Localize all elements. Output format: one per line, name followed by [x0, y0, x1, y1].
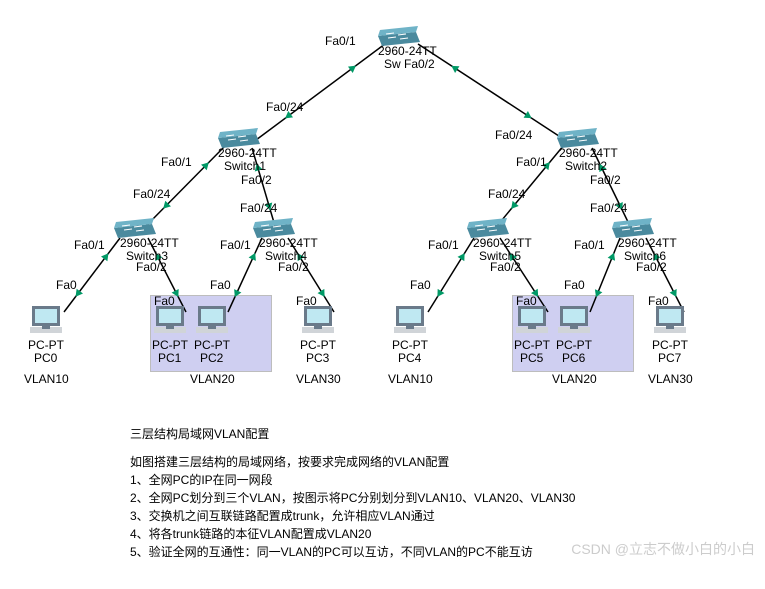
- diagram-canvas: 三层结构局域网VLAN配置 如图搭建三层结构的局域网络，按要求完成网络的VLAN…: [0, 0, 765, 589]
- vlan-label-pc6: VLAN20: [552, 372, 597, 386]
- switch-label-sw3-b: Switch3: [126, 249, 168, 263]
- desc-item-4: 4、将各trunk链路的本征VLAN配置成VLAN20: [130, 525, 575, 543]
- pc-type-pc7: PC-PT: [652, 338, 688, 352]
- watermark: CSDN @立志不做小白的小白: [571, 539, 755, 559]
- desc-intro: 如图搭建三层结构的局域网络，按要求完成网络的VLAN配置: [130, 453, 575, 471]
- vlan-label-pc2: VLAN20: [190, 372, 235, 386]
- pc-type-pc6: PC-PT: [556, 338, 592, 352]
- switch-label-sw6-a: 2960-24TT: [618, 236, 677, 250]
- port-label-5b: Fa0/24: [590, 201, 627, 215]
- switch-label-sw5-a: 2960-24TT: [473, 236, 532, 250]
- pc-type-pc5: PC-PT: [514, 338, 550, 352]
- switch-label-sw0-a: 2960-24TT: [378, 44, 437, 58]
- desc-item-2: 2、全网PC划分到三个VLAN，按图示将PC分别划分到VLAN10、VLAN20…: [130, 489, 575, 507]
- port-label-6a: Fa0/1: [74, 238, 105, 252]
- port-label-3a: Fa0/2: [241, 173, 272, 187]
- switch-label-sw5-b: Switch5: [479, 249, 521, 263]
- switch-label-sw1-b: Switch1: [224, 159, 266, 173]
- port-label-4a: Fa0/1: [516, 155, 547, 169]
- desc-title: 三层结构局域网VLAN配置: [130, 425, 575, 443]
- port-label-2b: Fa0/24: [133, 187, 170, 201]
- desc-item-5: 5、验证全网的互通性：同一VLAN的PC可以互访，不同VLAN的PC不能互访: [130, 543, 575, 561]
- port-label-12a: Fa0/1: [574, 238, 605, 252]
- pc-name-pc6: PC6: [562, 351, 585, 365]
- port-label-13b: Fa0: [648, 294, 669, 308]
- pc-name-pc3: PC3: [306, 351, 329, 365]
- pc-type-pc0: PC-PT: [28, 338, 64, 352]
- pc-name-pc2: PC2: [200, 351, 223, 365]
- port-label-12b: Fa0: [564, 278, 585, 292]
- vlan-label-pc7: VLAN30: [648, 372, 693, 386]
- desc-item-3: 3、交换机之间互联链路配置成trunk，允许相应VLAN通过: [130, 507, 575, 525]
- desc-item-1: 1、全网PC的IP在同一网段: [130, 471, 575, 489]
- port-label-2a: Fa0/1: [161, 155, 192, 169]
- port-label-3b: Fa0/24: [240, 201, 277, 215]
- switch-label-sw1-a: 2960-24TT: [218, 146, 277, 160]
- port-label-1b: Fa0/24: [495, 128, 532, 142]
- switch-label-sw4-a: 2960-24TT: [259, 236, 318, 250]
- vlan-label-pc3: VLAN30: [296, 372, 341, 386]
- pc-name-pc5: PC5: [520, 351, 543, 365]
- pc-type-pc3: PC-PT: [300, 338, 336, 352]
- port-label-7b: Fa0: [154, 294, 175, 308]
- pc-type-pc1: PC-PT: [152, 338, 188, 352]
- port-label-11b: Fa0: [516, 294, 537, 308]
- switch-label-sw0-b: Sw Fa0/2: [384, 57, 435, 71]
- port-label-9b: Fa0: [296, 294, 317, 308]
- pc-name-pc0: PC0: [34, 351, 57, 365]
- port-label-0a: Fa0/1: [325, 34, 356, 48]
- port-label-10b: Fa0: [410, 278, 431, 292]
- pc-name-pc7: PC7: [658, 351, 681, 365]
- switch-label-sw3-a: 2960-24TT: [120, 236, 179, 250]
- switch-label-sw2-b: Switch2: [565, 159, 607, 173]
- pc-name-pc1: PC1: [158, 351, 181, 365]
- port-label-8a: Fa0/1: [220, 238, 251, 252]
- port-label-4b: Fa0/24: [488, 187, 525, 201]
- vlan-label-pc4: VLAN10: [388, 372, 433, 386]
- port-label-5a: Fa0/2: [590, 173, 621, 187]
- switch-label-sw6-b: Switch6: [624, 249, 666, 263]
- port-label-0b: Fa0/24: [266, 100, 303, 114]
- pc-name-pc4: PC4: [398, 351, 421, 365]
- port-label-10a: Fa0/1: [428, 238, 459, 252]
- description-block: 三层结构局域网VLAN配置 如图搭建三层结构的局域网络，按要求完成网络的VLAN…: [130, 425, 575, 561]
- port-label-6b: Fa0: [56, 278, 77, 292]
- vlan-label-pc0: VLAN10: [24, 372, 69, 386]
- pc-type-pc4: PC-PT: [392, 338, 428, 352]
- pc-type-pc2: PC-PT: [194, 338, 230, 352]
- switch-label-sw4-b: Switch4: [265, 249, 307, 263]
- port-label-8b: Fa0: [210, 278, 231, 292]
- switch-label-sw2-a: 2960-24TT: [559, 146, 618, 160]
